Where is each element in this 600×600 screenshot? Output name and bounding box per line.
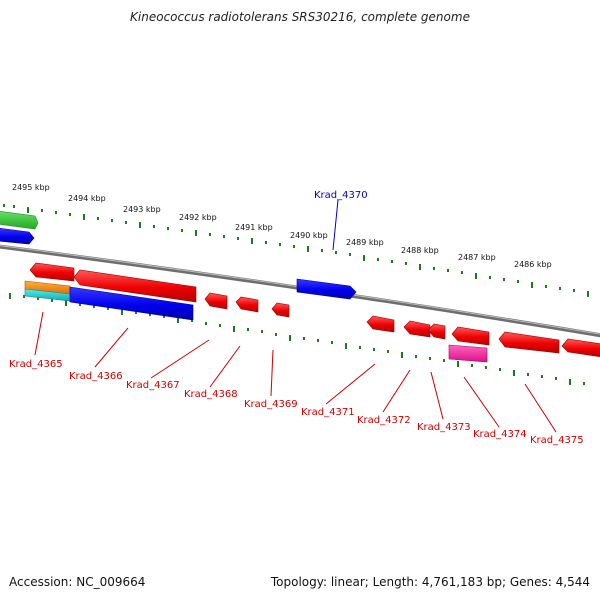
upper-scale-ticks [3, 204, 589, 297]
gene-labels: Krad_4365 Krad_4366 Krad_4367 Krad_4368 … [9, 190, 584, 446]
scale-label: 2489 kbp [346, 238, 384, 247]
gene-arrow-krad-4375[interactable] [498, 331, 560, 354]
gene-arrow[interactable] [0, 210, 39, 230]
gene-arrow[interactable] [69, 286, 194, 321]
scale-label: 2492 kbp [179, 213, 217, 222]
gene-arrow-krad-4369[interactable] [235, 296, 259, 313]
gene-arrow[interactable] [451, 326, 490, 346]
scale-label: 2495 kbp [12, 183, 50, 192]
gene-label[interactable]: Krad_4372 [357, 415, 411, 426]
gene-arrow-krad-4368[interactable] [204, 292, 228, 310]
gene-arrow[interactable] [0, 227, 35, 245]
scale-label: 2488 kbp [401, 246, 439, 255]
map-title: Kineococcus radiotolerans SRS30216, comp… [130, 10, 470, 24]
scale-label: 2486 kbp [514, 260, 552, 269]
scale-label: 2487 kbp [458, 253, 496, 262]
scale-label: 2490 kbp [290, 231, 328, 240]
gene-arrow-krad-4374[interactable] [448, 344, 488, 363]
gene-arrow[interactable] [271, 302, 290, 318]
gene-label[interactable]: Krad_4366 [69, 371, 123, 382]
scale-labels: 2495 kbp 2494 kbp 2493 kbp 2492 kbp 2491… [12, 183, 552, 269]
gene-label[interactable]: Krad_4369 [244, 399, 298, 410]
gene-label[interactable]: Krad_4367 [126, 380, 180, 391]
scale-label: 2494 kbp [68, 194, 106, 203]
gene-label[interactable]: Krad_4365 [9, 359, 63, 370]
gene-label[interactable]: Krad_4371 [301, 407, 355, 418]
gene-label[interactable]: Krad_4368 [184, 389, 238, 400]
gene-label[interactable]: Krad_4374 [473, 429, 527, 440]
gene-arrow-krad-4372[interactable] [403, 320, 431, 338]
gene-arrow-krad-4370[interactable] [296, 278, 357, 300]
label-leader-lines [34, 199, 557, 433]
scale-label: 2493 kbp [123, 205, 161, 214]
gene-label[interactable]: Krad_4370 [314, 190, 368, 201]
gene-arrow[interactable] [561, 338, 600, 358]
gene-arrow-krad-4371[interactable] [366, 315, 395, 333]
upper-strand-genes [0, 210, 357, 300]
gene-label[interactable]: Krad_4375 [530, 435, 584, 446]
gene-arrow-krad-4366[interactable] [73, 269, 197, 303]
genome-summary-text: Topology: linear; Length: 4,761,183 bp; … [270, 575, 590, 589]
accession-text: Accession: NC_009664 [9, 575, 146, 589]
gene-arrow-krad-4365[interactable] [29, 262, 75, 282]
gene-arrow-krad-4373[interactable] [427, 323, 446, 340]
gene-label[interactable]: Krad_4373 [417, 422, 471, 433]
lower-scale-ticks [9, 293, 585, 385]
lower-strand-genes [24, 262, 600, 363]
scale-label: 2491 kbp [235, 223, 273, 232]
